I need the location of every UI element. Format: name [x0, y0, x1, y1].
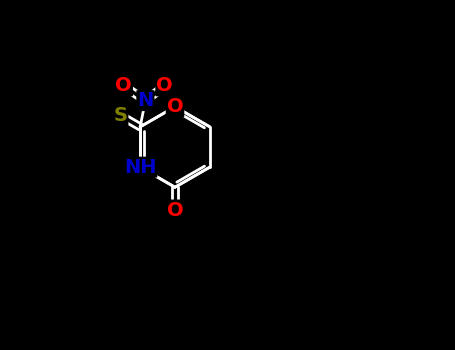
- Text: S: S: [113, 106, 127, 125]
- Text: O: O: [167, 201, 183, 219]
- Text: O: O: [167, 97, 183, 116]
- Text: O: O: [157, 76, 173, 96]
- Text: N: N: [137, 91, 153, 110]
- Text: NH: NH: [124, 158, 157, 177]
- Text: O: O: [116, 76, 132, 96]
